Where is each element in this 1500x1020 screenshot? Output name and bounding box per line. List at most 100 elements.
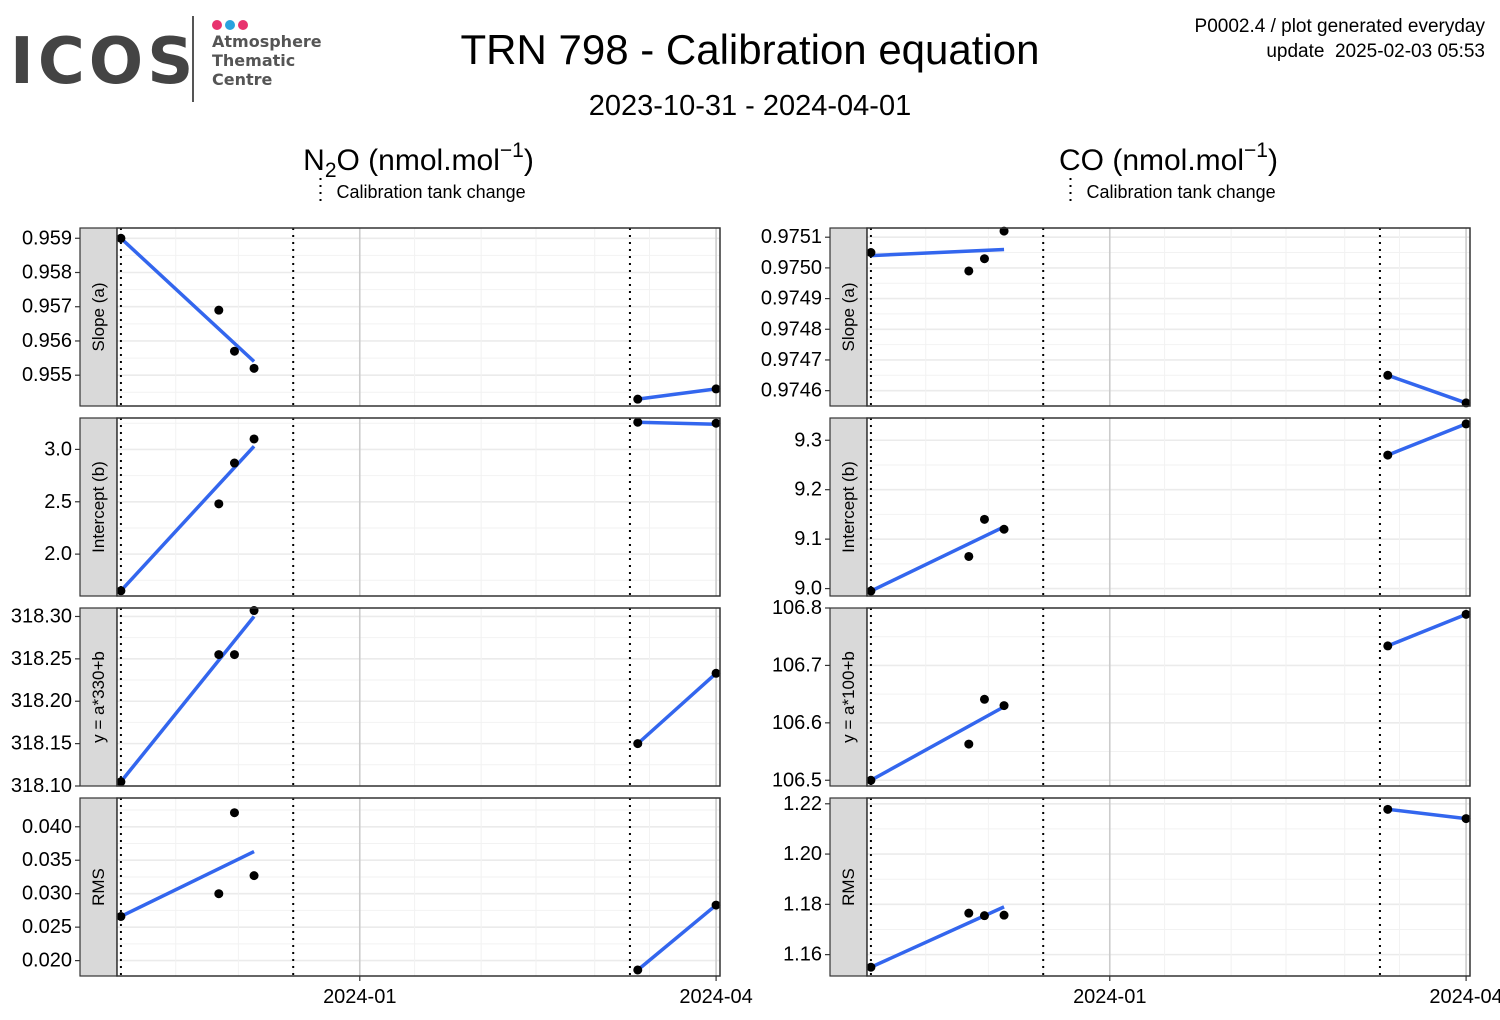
facet-panel: Intercept (b) 2.0 2.5 3.0 [44,417,721,597]
column-title: N2O (nmol.mol−1) [303,139,534,182]
y-tick-label: 0.9751 [761,226,822,248]
data-point [964,266,974,276]
column-title-part: N [303,144,325,177]
column-title-part: CO (nmol.mol [1059,144,1244,177]
facet-strip-label: RMS [839,868,858,906]
facet-panel: y = a*330+b 318.10 318.15 318.20 318.25 318.3… [11,605,721,797]
y-tick-label: 0.9747 [761,349,822,371]
y-tick-label: 0.025 [22,916,72,938]
logo-dot [225,20,235,30]
fit-line [870,525,1005,593]
fit-line [870,247,1005,258]
data-point [979,254,989,264]
facet-strip [829,227,868,407]
y-tick-label: 0.955 [22,364,72,386]
y-tick-label: 0.959 [22,227,72,249]
data-point [633,739,643,749]
panel-background [867,418,1470,596]
logo-dots [212,17,251,30]
panel-background [117,608,720,786]
y-tick-label: 1.16 [783,944,822,966]
panel-border [116,227,721,407]
column-title: CO (nmol.mol−1) [1059,139,1278,177]
data-point [229,808,239,818]
facet-strip-label: Intercept (b) [89,461,108,553]
facet-panel: RMS 0.020 0.025 0.030 0.035 0.040 2024-01 2024-… [22,797,753,1008]
generation-note: P0002.4 / plot generated everyday [1194,16,1485,37]
y-tick-label: 0.956 [22,330,72,352]
fit-line [1387,807,1467,821]
panel-background [117,798,720,976]
data-point [866,586,876,596]
y-tick-label: 0.020 [22,950,72,972]
data-point [1461,609,1471,619]
data-point [214,305,224,315]
facet-panel: y = a*100+b 106.5 106.6 106.7 106.8 [772,597,1471,791]
fit-line [870,705,1005,782]
facet-strip-label: Slope (a) [89,283,108,352]
data-point [214,889,224,899]
chart-column: N2O (nmol.mol−1)Calibration tank changeS… [11,139,753,1008]
column-title-part: ) [524,144,534,177]
data-point [964,551,974,561]
logo-sub-line: Centre [212,70,273,89]
panel-background [117,228,720,406]
data-point [249,434,259,444]
y-tick-label: 318.20 [11,690,72,712]
data-point [1461,419,1471,429]
facet-strip-label: Slope (a) [839,283,858,352]
chart-column: CO (nmol.mol−1) Calibration tank change Sl… [761,139,1500,1008]
data-point [1383,450,1393,460]
facet-strip-label: y = a*330+b [89,651,108,743]
data-point [116,586,126,596]
fit-line [637,387,717,401]
update-timestamp: update 2025-02-03 05:53 [1266,41,1485,62]
y-tick-label: 106.5 [772,769,822,791]
icos-logo: ICOS Atmosphere Thematic Centre [10,12,330,107]
facet-strip [829,607,868,787]
facet-strip-label: RMS [89,868,108,906]
data-point [214,499,224,509]
data-point [1383,370,1393,380]
y-tick-label: 0.958 [22,262,72,284]
data-point [999,524,1009,534]
y-tick-label: 0.9750 [761,257,822,279]
logo-dot [238,20,248,30]
facet-strip [79,417,118,597]
fit-line [636,671,718,745]
y-tick-label: 9.0 [794,578,822,600]
panel-border [866,607,1471,787]
data-point [1383,641,1393,651]
column-title-part: ) [1268,144,1278,177]
facet-strip-label: y = a*100+b [839,651,858,743]
facet-panel: Slope (a) 0.9746 0.9747 0.9748 0.9749 0.9750 0… [761,226,1471,408]
x-tick-label: 2024-01 [1073,986,1146,1008]
y-tick-label: 3.0 [44,438,72,460]
y-tick-label: 0.9748 [761,318,822,340]
column-title-subscript: 2 [325,159,337,182]
data-point [229,650,239,660]
data-point [979,514,989,524]
logo-wordmark: ICOS [10,25,198,99]
data-point [866,775,876,785]
y-tick-label: 1.18 [783,893,822,915]
y-tick-label: 106.6 [772,712,822,734]
fit-line [120,849,255,919]
panel-background [867,798,1470,976]
data-point [214,650,224,660]
facet-strip-label: Intercept (b) [839,461,858,553]
y-tick-label: 106.7 [772,654,822,676]
data-point [711,900,721,910]
fit-line [1387,422,1467,457]
y-tick-label: 318.10 [11,775,72,797]
facet-strip [79,607,118,787]
panel-border [116,417,721,597]
column-title-part: O (nmol.mol [337,144,500,177]
data-point [229,458,239,468]
facet-strip [79,797,118,977]
data-point [1383,804,1393,814]
logo-sub-line: Thematic [212,51,296,70]
data-point [229,346,239,356]
data-point [633,965,643,975]
legend-label: Calibration tank change [1087,182,1276,202]
